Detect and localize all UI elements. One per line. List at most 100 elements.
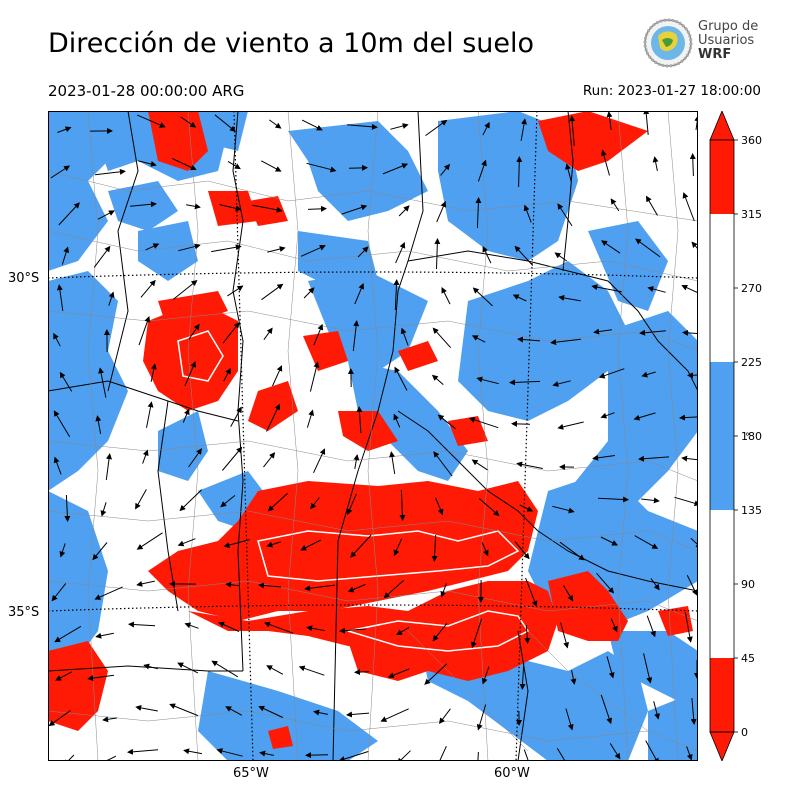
wind-arrow — [382, 163, 409, 175]
wind-arrow — [53, 332, 61, 347]
wind-arrow — [341, 204, 368, 215]
wind-arrow — [394, 366, 408, 391]
wind-arrow — [150, 363, 157, 382]
wind-arrow — [516, 461, 543, 469]
wind-arrow — [94, 586, 123, 600]
wind-arrow — [550, 338, 581, 346]
wind-arrow — [601, 240, 621, 254]
wind-arrow — [98, 367, 107, 398]
wind-arrow — [383, 580, 405, 599]
wind-arrow — [434, 238, 441, 270]
wind-arrow — [53, 456, 62, 475]
wind-arrow — [679, 414, 698, 421]
wind-arrow — [645, 740, 659, 761]
wind-arrow — [87, 674, 114, 682]
wind-arrow — [267, 492, 288, 512]
colorbar-top-extend — [709, 111, 735, 141]
wind-arrow — [180, 116, 197, 128]
wind-arrow — [393, 279, 400, 311]
wind-arrow — [338, 751, 369, 761]
wind-arrow — [610, 198, 620, 212]
wind-arrow — [682, 329, 698, 336]
wind-arrow — [652, 156, 659, 171]
graticule — [48, 111, 698, 761]
wind-arrow — [93, 245, 111, 268]
wind-arrow — [565, 163, 572, 182]
wind-arrow — [681, 284, 698, 294]
wind-arrow — [682, 192, 695, 222]
wind-arrow — [689, 153, 696, 177]
colorbar-band-135-225 — [710, 362, 734, 510]
wind-arrow — [307, 205, 327, 212]
wind-arrow — [471, 459, 488, 471]
lon-label-60w: 60°W — [494, 766, 530, 781]
wind-arrow — [356, 406, 363, 434]
wind-arrow — [638, 455, 670, 462]
wind-arrow — [184, 622, 199, 629]
wind-arrow — [684, 612, 693, 643]
wind-arrow — [592, 454, 615, 461]
wind-arrow — [105, 453, 113, 480]
wind-arrow — [482, 245, 492, 264]
wind-arrow — [387, 668, 410, 679]
wind-arrow — [433, 451, 453, 477]
wind-arrow — [188, 323, 200, 340]
wind-arrow — [339, 627, 367, 634]
wind-arrow — [346, 493, 357, 516]
wind-arrow — [440, 163, 451, 176]
wind-arrow — [179, 489, 203, 512]
wind-arrow — [303, 287, 315, 299]
wind-arrow — [647, 286, 666, 293]
wind-arrow — [266, 541, 281, 548]
wind-arrow — [633, 412, 656, 421]
wind-arrow — [51, 583, 67, 602]
wind-arrow — [562, 585, 574, 602]
wind-arrow — [570, 670, 577, 685]
wind-arrow — [425, 119, 448, 137]
wind-arrow — [178, 243, 201, 252]
wind-arrow — [512, 294, 527, 302]
wind-arrow — [142, 449, 149, 464]
grupo-usuarios-wrf-logo: Grupo de Usuarios WRF — [640, 18, 760, 68]
wind-arrow — [558, 295, 581, 302]
wind-arrow — [354, 282, 365, 305]
wind-arrow — [261, 160, 282, 172]
lat-label-35s: 35°S — [8, 605, 40, 620]
wind-arrow — [306, 409, 315, 428]
wind-arrow — [520, 118, 527, 141]
wind-arrow — [169, 703, 199, 717]
wind-arrow — [140, 279, 156, 298]
wind-arrow — [56, 284, 64, 311]
wind-arrow — [222, 322, 240, 344]
wind-arrow — [514, 541, 530, 560]
wind-arrow — [128, 621, 156, 628]
wind-arrow — [482, 121, 490, 136]
colorbar-band-45-135 — [710, 510, 734, 658]
wind-arrow — [346, 711, 370, 718]
wind-arrow — [476, 704, 487, 731]
wind-arrow — [476, 376, 499, 385]
wind-arrow — [393, 538, 403, 557]
wind-arrow — [135, 489, 147, 510]
wind-arrow — [211, 244, 242, 253]
wind-arrow — [559, 541, 585, 561]
wind-arrow — [266, 403, 281, 432]
wind-arrow — [138, 315, 151, 346]
logo-line3: WRF — [698, 47, 732, 62]
wind-arrow — [437, 414, 456, 430]
wind-arrow — [435, 497, 444, 516]
wind-arrow — [514, 245, 534, 266]
wind-arrow — [431, 374, 444, 385]
wind-arrow — [347, 584, 366, 593]
lat-label-30s: 30°S — [8, 271, 40, 286]
wind-arrow — [305, 752, 329, 759]
wind-arrow — [304, 584, 335, 592]
wind-arrow — [674, 496, 698, 507]
wind-arrow — [352, 320, 360, 351]
colorbar-unit: ° — [745, 432, 750, 443]
wind-arrow — [186, 203, 201, 210]
wind-arrow — [396, 750, 411, 761]
wind-arrow — [95, 632, 114, 639]
wind-arrow — [598, 368, 625, 379]
wind-arrow — [61, 246, 70, 265]
